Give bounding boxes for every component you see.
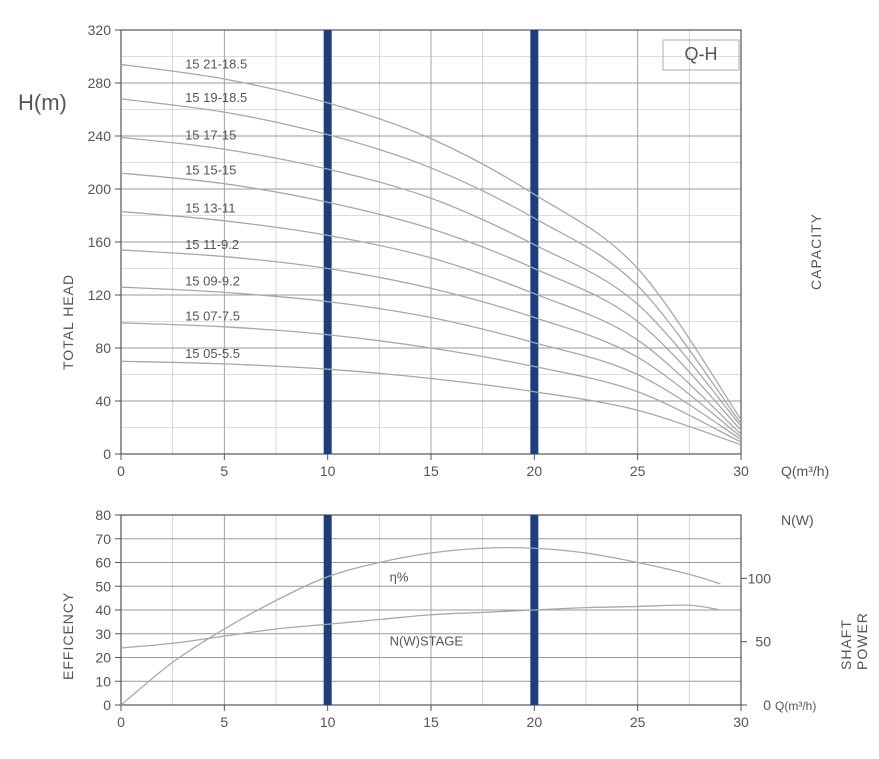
y-tick-label: 30 [95,626,111,642]
y-tick-label: 10 [95,673,111,689]
x-axis-label: Q(m³/h) [781,463,829,479]
x-tick-label: 5 [220,714,228,730]
series-label: 15 19-18.5 [185,90,247,105]
y-tick-label: 240 [88,128,112,144]
x-tick-label: 5 [220,463,228,479]
eff-power-chart: η% N(W)STAGE 0 5 10 15 20 25 30 0 10 20 30 40 50 60 70 80… [95,507,816,730]
series-label: 15 05-5.5 [185,346,240,361]
qh-legend: Q-H [685,44,718,64]
x-tick-label: 10 [320,463,336,479]
x-tick-label: 15 [423,463,439,479]
series-label: 15 21-18.5 [185,56,247,71]
page-root: H(m) TOTAL HEAD CAPACITY EFFICENCY SHAFT… [0,0,879,759]
x-tick-label: 20 [527,714,543,730]
y-right-tick-label: 100 [748,570,772,586]
y-tick-label: 40 [95,602,111,618]
y-tick-label: 0 [103,446,111,462]
y-tick-label: 80 [95,507,111,523]
y-tick-label: 40 [95,393,111,409]
y-tick-label: 0 [103,697,111,713]
y-tick-label: 280 [88,75,112,91]
x-tick-label: 0 [117,463,125,479]
series-label: 15 09-9.2 [185,273,240,288]
x-tick-label: 30 [733,714,749,730]
y-tick-label: 120 [88,287,112,303]
eta-label: η% [390,570,409,585]
x-tick-label: 25 [630,463,646,479]
y-tick-label: 50 [95,578,111,594]
x-tick-label: 20 [527,463,543,479]
series-label: 15 13-11 [185,200,235,215]
y-tick-label: 60 [95,555,111,571]
charts-svg: 15 21-18.5 15 19-18.5 15 17-15 15 15-15 15 1… [0,0,879,759]
series-label: 15 15-15 [185,163,236,178]
power-label: N(W)STAGE [390,634,464,649]
right-y-label: N(W) [781,512,814,528]
left-side-label-top: TOTAL HEAD [60,274,76,370]
y-tick-label: 80 [95,340,111,356]
x-tick-label: 0 [117,714,125,730]
x-axis-label-bottom: Q(m³/h) [775,699,816,713]
left-side-label-bottom: EFFICENCY [60,592,76,680]
qh-chart: 15 21-18.5 15 19-18.5 15 17-15 15 15-15 15 1… [88,22,830,479]
x-tick-label: 10 [320,714,336,730]
right-side-label-bottom: SHAFT POWER [838,612,870,670]
y-tick-label: 200 [88,181,112,197]
y-tick-label: 20 [95,650,111,666]
y-right-tick-label: 50 [755,634,771,650]
y-tick-label: 160 [88,234,112,250]
y-tick-label: 70 [95,531,111,547]
right-side-label-top: CAPACITY [808,213,824,290]
y-tick-label: 320 [88,22,112,38]
y-right-tick-label: 0 [763,697,771,713]
x-tick-label: 15 [423,714,439,730]
series-label: 15 11-9.2 [185,237,239,252]
x-tick-label: 30 [733,463,749,479]
series-label: 15 17-15 [185,128,236,143]
x-tick-label: 25 [630,714,646,730]
series-label: 15 07-7.5 [185,308,240,323]
y-axis-label-top: H(m) [18,90,67,116]
